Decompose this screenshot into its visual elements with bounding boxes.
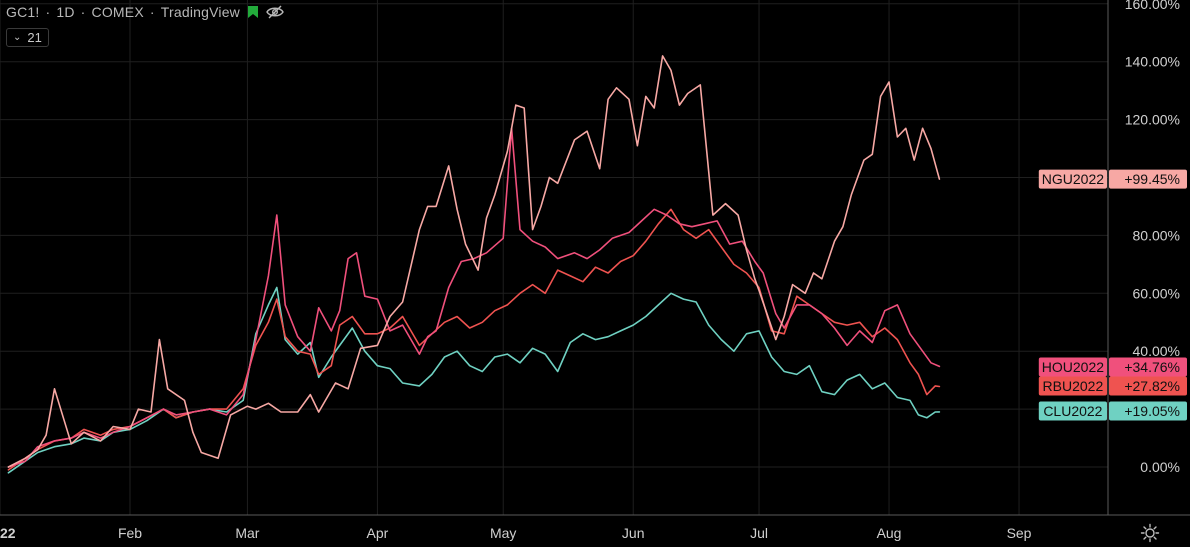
series-value-label: +27.82% xyxy=(1124,378,1180,394)
series-name-tag xyxy=(1038,169,1107,189)
y-tick-label: 0.00% xyxy=(1140,459,1180,475)
symbol-name[interactable]: GC1! xyxy=(6,4,40,20)
series-value-label: +34.76% xyxy=(1124,359,1180,375)
y-tick-label: 120.00% xyxy=(1125,112,1180,128)
series-value-tag xyxy=(1109,376,1187,396)
chevron-down-icon: ⌄ xyxy=(13,31,22,43)
series-value-label: +19.05% xyxy=(1124,403,1180,419)
y-tick-label: 80.00% xyxy=(1133,227,1180,243)
x-tick-label: Aug xyxy=(877,525,902,541)
x-tick-label: Jun xyxy=(622,525,645,541)
series-name-tag xyxy=(1038,357,1107,377)
legend-separator: · xyxy=(80,4,86,20)
x-tick-label: Feb xyxy=(118,525,142,541)
source-label: TradingView xyxy=(160,4,240,20)
collapse-indicators-button[interactable]: ⌄ 21 xyxy=(6,28,49,47)
series-name-label: RBU2022 xyxy=(1043,378,1104,394)
indicator-count: 21 xyxy=(27,30,42,45)
y-tick-label: 60.00% xyxy=(1133,285,1180,301)
y-tick-label: 140.00% xyxy=(1125,54,1180,70)
series-value-tag xyxy=(1109,401,1187,421)
series-line-hou2022[interactable] xyxy=(7,127,941,468)
legend-separator: · xyxy=(149,4,155,20)
series-value-tag xyxy=(1109,169,1187,189)
symbol-legend: GC1! · 1D · COMEX · TradingView xyxy=(6,4,284,20)
series-line-clu2022[interactable] xyxy=(7,286,941,474)
y-tick-label: 40.00% xyxy=(1133,343,1180,359)
interval-label[interactable]: 1D xyxy=(56,4,75,20)
exchange-label: COMEX xyxy=(91,4,144,20)
flag-icon[interactable] xyxy=(246,5,260,19)
x-tick-label: 22 xyxy=(0,525,16,541)
series-name-label: HOU2022 xyxy=(1042,359,1104,375)
series-name-label: NGU2022 xyxy=(1042,171,1104,187)
series-value-label: +99.45% xyxy=(1124,171,1180,187)
series-line-rbu2022[interactable] xyxy=(7,208,941,471)
series-name-tag xyxy=(1038,376,1107,396)
series-name-label: CLU2022 xyxy=(1043,403,1102,419)
x-tick-label: Apr xyxy=(367,525,389,541)
x-tick-label: Mar xyxy=(235,525,259,541)
eye-slash-icon[interactable] xyxy=(266,5,284,19)
legend-separator: · xyxy=(45,4,51,20)
series-value-tag xyxy=(1109,357,1187,377)
gear-icon[interactable] xyxy=(1140,523,1160,543)
series-line-ngu2022[interactable] xyxy=(7,55,941,468)
x-tick-label: Jul xyxy=(750,525,768,541)
x-tick-label: May xyxy=(490,525,516,541)
series-name-tag xyxy=(1038,401,1107,421)
y-tick-label: 160.00% xyxy=(1125,0,1180,12)
x-tick-label: Sep xyxy=(1007,525,1032,541)
